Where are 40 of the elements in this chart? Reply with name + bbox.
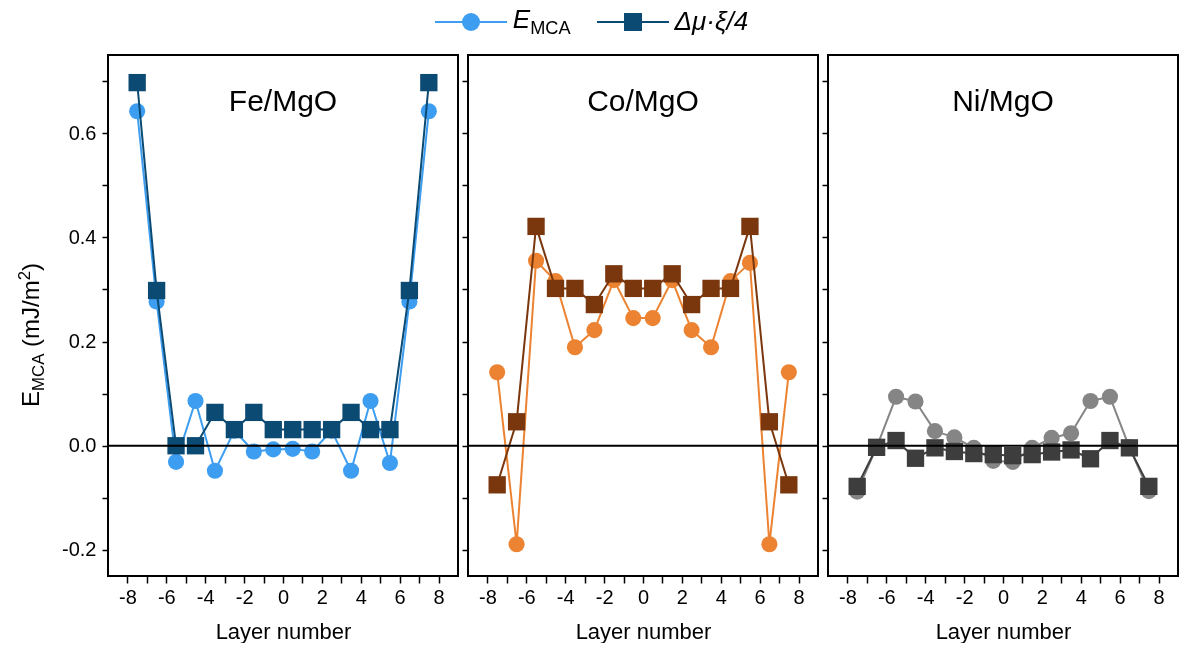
x-tick-label: 6 — [1114, 585, 1126, 608]
y-tick-label: 0.2 — [68, 330, 97, 353]
x-tick-label: -4 — [556, 585, 575, 608]
x-tick-label: 8 — [1153, 585, 1165, 608]
x-tick-label: -6 — [157, 585, 176, 608]
x-axis-title: Layer number — [935, 618, 1072, 644]
y-tick-label: 0.4 — [68, 225, 97, 248]
y-tick-label: 0.0 — [68, 434, 97, 457]
x-tick-label: 2 — [316, 585, 328, 608]
text: Co/MgO — [587, 84, 699, 117]
x-tick-label: 8 — [793, 585, 805, 608]
x-tick-label: 8 — [433, 585, 445, 608]
x-tick-label: -4 — [196, 585, 215, 608]
x-tick-label: 2 — [1036, 585, 1048, 608]
x-tick-label: -8 — [119, 585, 137, 608]
y-tick-label: -0.2 — [62, 538, 97, 561]
x-axis-title: Layer number — [575, 618, 712, 644]
text: Fe/MgO — [228, 84, 338, 117]
x-tick-label: -2 — [595, 585, 614, 608]
x-tick-label: 6 — [754, 585, 766, 608]
legend-label: Δμ·ξ/4 — [674, 6, 749, 38]
x-tick-label: 4 — [1075, 585, 1087, 608]
x-tick-label: -2 — [235, 585, 254, 608]
x-tick-label: -4 — [916, 585, 935, 608]
x-tick-label: -2 — [955, 585, 974, 608]
x-tick-label: 0 — [277, 585, 290, 608]
legend-label: E$_{MCA}$ — [512, 4, 571, 40]
x-tick-label: -8 — [479, 585, 497, 608]
x-tick-label: 4 — [715, 585, 727, 608]
x-axis-title: Layer number — [215, 618, 352, 644]
y-tick-label: 0.6 — [68, 121, 97, 144]
x-tick-label: 6 — [394, 585, 406, 608]
x-tick-label: -6 — [517, 585, 536, 608]
x-tick-label: -8 — [839, 585, 857, 608]
text: Ni/MgO — [952, 84, 1054, 117]
x-tick-label: 4 — [355, 585, 367, 608]
x-tick-label: -6 — [877, 585, 896, 608]
x-tick-label: 2 — [676, 585, 688, 608]
x-tick-label: 0 — [997, 585, 1010, 608]
x-tick-label: 0 — [637, 585, 650, 608]
